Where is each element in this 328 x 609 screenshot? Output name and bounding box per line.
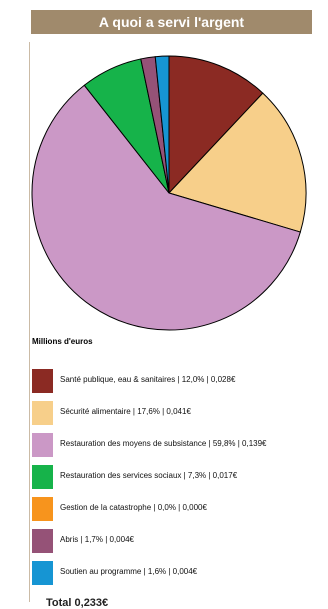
legend-item-moyens-subsistance: Restauration des moyens de subsistance |… xyxy=(32,431,328,461)
legend-item-abris: Abris | 1,7% | 0,004€ xyxy=(32,527,328,557)
legend-label-services-sociaux: Restauration des services sociaux | 7,3%… xyxy=(60,471,238,480)
pie-slice-restauration-des-moyens-de-subsistance xyxy=(31,84,301,331)
legend-label-securite-alimentaire: Sécurité alimentaire | 17,6% | 0,041€ xyxy=(60,407,191,416)
legend-label-sante-publique: Santé publique, eau & sanitaires | 12,0%… xyxy=(60,375,236,384)
total-label: Total 0,233€ xyxy=(46,597,109,609)
left-border-line xyxy=(29,42,30,602)
pie-slice-soutien-au-programme xyxy=(154,55,170,194)
legend-label-gestion-catastrophe: Gestion de la catastrophe | 0,0% | 0,000… xyxy=(60,503,207,512)
legend-item-services-sociaux: Restauration des services sociaux | 7,3%… xyxy=(32,463,328,493)
legend-label-moyens-subsistance: Restauration des moyens de subsistance |… xyxy=(60,439,267,448)
legend-item-securite-alimentaire: Sécurité alimentaire | 17,6% | 0,041€ xyxy=(32,399,328,429)
legend-swatch-securite-alimentaire xyxy=(32,401,53,425)
chart-title: A quoi a servi l'argent xyxy=(31,10,312,34)
legend: Santé publique, eau & sanitaires | 12,0%… xyxy=(32,367,328,591)
pie-slice-sante-publique-eau-and-sanitaires xyxy=(168,55,264,195)
legend-swatch-moyens-subsistance xyxy=(32,433,53,457)
units-label: Millions d'euros xyxy=(32,337,93,346)
legend-swatch-sante-publique xyxy=(32,369,53,393)
pie-slice-securite-alimentaire xyxy=(168,92,307,233)
legend-label-soutien-programme: Soutien au programme | 1,6% | 0,004€ xyxy=(60,567,198,576)
legend-item-gestion-catastrophe: Gestion de la catastrophe | 0,0% | 0,000… xyxy=(32,495,328,525)
legend-swatch-gestion-catastrophe xyxy=(32,497,53,521)
legend-swatch-services-sociaux xyxy=(32,465,53,489)
legend-item-soutien-programme: Soutien au programme | 1,6% | 0,004€ xyxy=(32,559,328,589)
legend-item-sante-publique: Santé publique, eau & sanitaires | 12,0%… xyxy=(32,367,328,397)
legend-swatch-abris xyxy=(32,529,53,553)
legend-label-abris: Abris | 1,7% | 0,004€ xyxy=(60,535,134,544)
legend-swatch-soutien-programme xyxy=(32,561,53,585)
